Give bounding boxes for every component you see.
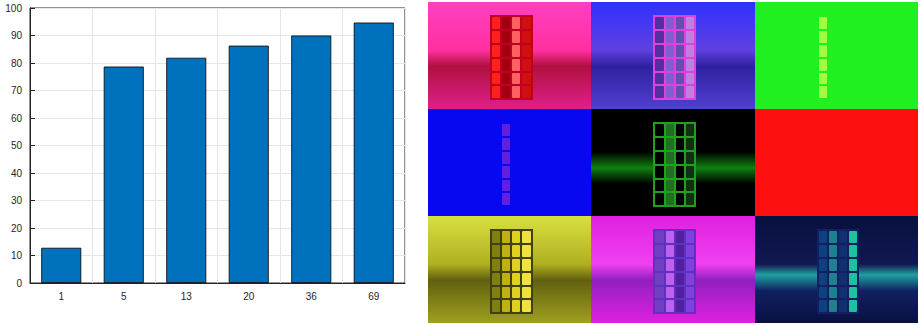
svg-text:90: 90 [11,30,23,41]
svg-text:69: 69 [368,291,380,302]
svg-text:50: 50 [11,140,23,151]
svg-text:1: 1 [58,291,64,302]
svg-text:30: 30 [11,195,23,206]
svg-text:13: 13 [181,291,193,302]
svg-text:100: 100 [5,3,22,14]
svg-text:60: 60 [11,113,23,124]
svg-text:40: 40 [11,168,23,179]
svg-text:5: 5 [121,291,127,302]
svg-text:20: 20 [11,223,23,234]
svg-text:0: 0 [16,278,22,289]
svg-text:20: 20 [243,291,255,302]
svg-text:10: 10 [11,250,23,261]
svg-text:80: 80 [11,58,23,69]
svg-text:36: 36 [306,291,318,302]
svg-text:70: 70 [11,85,23,96]
